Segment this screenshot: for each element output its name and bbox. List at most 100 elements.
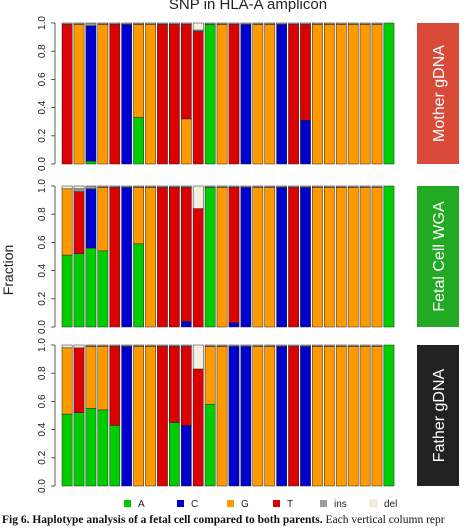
bar-segment-T bbox=[288, 346, 299, 487]
legend-item: C bbox=[177, 499, 198, 510]
bar-segment-ins bbox=[347, 185, 359, 188]
bar-segment-ins bbox=[276, 344, 288, 347]
bar-segment-A bbox=[204, 24, 216, 165]
bar-segment-ins bbox=[204, 344, 216, 347]
bar-segment-ins bbox=[180, 185, 192, 188]
bar-segment-G bbox=[85, 346, 97, 409]
bar-segment-ins bbox=[109, 185, 121, 188]
bar-segment-G bbox=[323, 24, 335, 165]
bar-segment-C bbox=[121, 24, 133, 165]
y-tick-label: 0.4 bbox=[37, 422, 48, 436]
bar-segment-ins bbox=[240, 344, 252, 347]
bar-segment-ins bbox=[169, 185, 180, 188]
bar-segment-T bbox=[157, 24, 168, 165]
bar-segment-T bbox=[73, 347, 85, 413]
bar-segment-G bbox=[97, 187, 109, 252]
bar-segment-C bbox=[276, 24, 288, 165]
bar-segment-T bbox=[228, 24, 240, 165]
bar-column bbox=[157, 344, 168, 487]
bar-segment-ins bbox=[228, 22, 240, 25]
y-tick-label: 0.8 bbox=[37, 366, 48, 380]
bar-segment-G bbox=[371, 187, 383, 328]
bar-segment-ins bbox=[323, 185, 335, 188]
bar-segment-ins bbox=[228, 185, 240, 188]
bar-segment-T bbox=[192, 208, 204, 328]
panel-label-text: Father gDNA bbox=[431, 368, 448, 462]
panel-label: Fetal Cell WGA bbox=[417, 186, 459, 327]
bar-column bbox=[204, 22, 216, 165]
bar-column bbox=[61, 344, 73, 487]
panel-label-box bbox=[417, 345, 459, 486]
bar-column bbox=[97, 22, 109, 165]
bar-segment-ins bbox=[252, 22, 264, 25]
bar-segment-C bbox=[180, 425, 192, 487]
legend-swatch bbox=[320, 500, 327, 507]
bar-segment-C bbox=[121, 187, 133, 328]
y-tick-label: 0.0 bbox=[37, 479, 48, 493]
y-tick-label: 0.6 bbox=[37, 394, 48, 408]
bar-segment-G bbox=[347, 346, 359, 487]
bar-column bbox=[335, 344, 347, 487]
bar-segment-G bbox=[264, 346, 276, 487]
bar-segment-G bbox=[61, 188, 73, 256]
legend-label: A bbox=[138, 499, 145, 510]
legend-label: del bbox=[384, 499, 397, 510]
bar-column bbox=[145, 344, 156, 487]
bar-segment-G bbox=[323, 187, 335, 328]
legend-item: G bbox=[227, 499, 249, 510]
bar-column bbox=[359, 22, 371, 165]
bar-column bbox=[300, 185, 311, 328]
bar-segment-ins bbox=[145, 185, 156, 188]
bar-segment-A bbox=[85, 408, 97, 487]
bar-segment-ins bbox=[85, 344, 97, 347]
bar-segment-G bbox=[133, 346, 144, 487]
bar-segment-ins bbox=[109, 22, 121, 25]
bar-segment-T bbox=[169, 187, 180, 328]
bar-segment-G bbox=[216, 187, 228, 328]
bar-column bbox=[216, 22, 228, 165]
y-tick-label: 0.2 bbox=[37, 128, 48, 142]
bar-column bbox=[61, 22, 73, 165]
bar-segment-ins bbox=[252, 344, 264, 347]
bar-column bbox=[204, 344, 216, 487]
legend-swatch bbox=[273, 500, 280, 507]
bar-column bbox=[97, 344, 109, 487]
bar-segment-T bbox=[180, 346, 192, 426]
bar-segment-ins bbox=[204, 22, 216, 25]
bar-segment-T bbox=[180, 187, 192, 322]
bar-segment-ins bbox=[240, 22, 252, 25]
bar-column bbox=[192, 22, 204, 165]
bar-column bbox=[204, 185, 216, 328]
panel-label-text: Fetal Cell WGA bbox=[431, 201, 448, 312]
bar-column bbox=[276, 185, 288, 328]
bar-segment-ins bbox=[288, 22, 299, 25]
bar-segment-A bbox=[73, 253, 85, 328]
bar-segment-G bbox=[323, 346, 335, 487]
bar-segment-ins bbox=[216, 344, 228, 347]
y-tick-label: 0.4 bbox=[37, 100, 48, 114]
bar-column bbox=[300, 344, 311, 487]
bar-column bbox=[216, 344, 228, 487]
bar-segment-T bbox=[288, 187, 299, 328]
bar-segment-ins bbox=[109, 344, 121, 347]
bar-segment-T bbox=[228, 187, 240, 324]
bar-column bbox=[121, 344, 133, 487]
bar-column bbox=[157, 22, 168, 165]
bar-segment-ins bbox=[145, 344, 156, 347]
bar-segment-ins bbox=[157, 344, 168, 347]
bar-column bbox=[323, 344, 335, 487]
bar-column bbox=[61, 185, 73, 328]
bar-segment-C bbox=[300, 187, 311, 328]
panel-label: Father gDNA bbox=[417, 345, 459, 486]
bar-column bbox=[109, 22, 121, 165]
bar-column bbox=[180, 185, 192, 328]
bar-column bbox=[252, 344, 264, 487]
bar-segment-G bbox=[73, 24, 85, 165]
bar-segment-A bbox=[169, 422, 180, 487]
bar-segment-G bbox=[216, 346, 228, 487]
bar-segment-G bbox=[252, 346, 264, 487]
bar-segment-ins bbox=[288, 185, 299, 188]
bar-segment-T bbox=[192, 31, 204, 165]
